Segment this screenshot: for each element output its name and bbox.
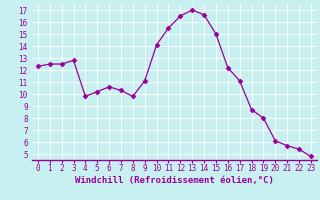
X-axis label: Windchill (Refroidissement éolien,°C): Windchill (Refroidissement éolien,°C)	[75, 176, 274, 185]
